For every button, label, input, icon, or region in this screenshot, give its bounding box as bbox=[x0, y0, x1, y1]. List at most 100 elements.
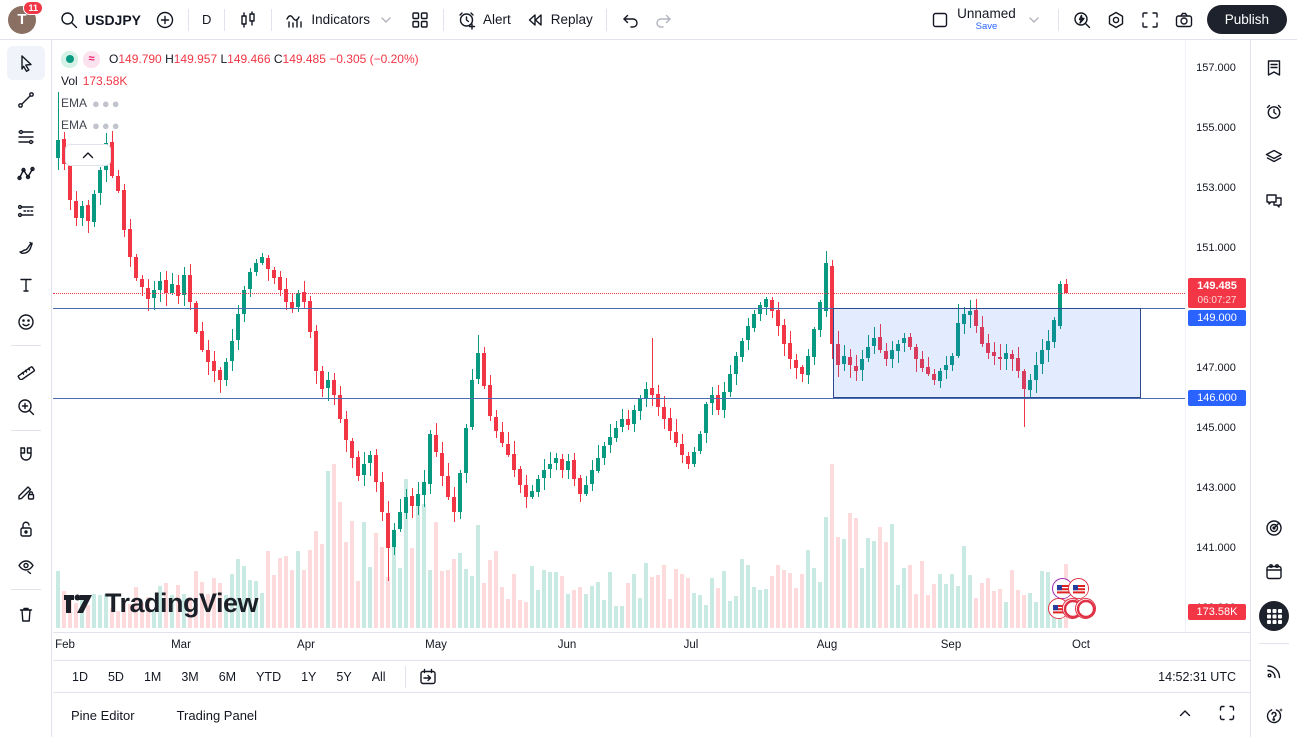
tool-magnet[interactable] bbox=[7, 438, 45, 472]
candle-body bbox=[1021, 371, 1027, 389]
candle bbox=[927, 357, 929, 377]
volume-bar bbox=[235, 559, 241, 628]
volume-legend-row[interactable]: Vol 173.58K bbox=[61, 70, 419, 92]
sidebar-streams-button[interactable] bbox=[1256, 653, 1292, 689]
quick-search-button[interactable] bbox=[1065, 6, 1099, 34]
fullscreen-button[interactable] bbox=[1133, 6, 1167, 34]
compare-add-button[interactable] bbox=[148, 6, 182, 34]
tool-cursor[interactable] bbox=[6, 45, 45, 80]
chart-pane[interactable]: TradingView ≈ O149.790 H149.957 L149.466… bbox=[53, 40, 1185, 632]
range-1Y[interactable]: 1Y bbox=[301, 669, 317, 684]
range-All[interactable]: All bbox=[371, 669, 386, 684]
range-6M[interactable]: 6M bbox=[218, 669, 237, 684]
chart-style-button[interactable] bbox=[231, 6, 265, 34]
alert-button[interactable]: Alert bbox=[450, 6, 518, 34]
tool-trend-line[interactable] bbox=[7, 83, 45, 117]
target-icon bbox=[1264, 518, 1284, 538]
emoji-icon bbox=[16, 312, 36, 332]
candle-body bbox=[673, 431, 679, 443]
indicator-legend-row[interactable]: EMA ●●● bbox=[61, 114, 419, 136]
tool-fib-retracement[interactable] bbox=[7, 120, 45, 154]
volume-bar bbox=[907, 565, 913, 628]
tool-zoom-in[interactable] bbox=[7, 390, 45, 424]
volume-bar bbox=[1015, 590, 1021, 628]
tool-brush[interactable] bbox=[7, 231, 45, 265]
tool-remove-all[interactable] bbox=[7, 597, 45, 631]
volume-bar bbox=[517, 599, 523, 628]
candle-body bbox=[637, 398, 643, 411]
candle-body bbox=[523, 484, 529, 497]
candle-body bbox=[643, 389, 649, 398]
symbol-legend-row[interactable]: ≈ O149.790 H149.957 L149.466 C149.485 −0… bbox=[61, 48, 419, 70]
tool-long-position[interactable] bbox=[7, 194, 45, 228]
sidebar-data-window-button[interactable] bbox=[1256, 138, 1292, 174]
redo-button[interactable] bbox=[647, 6, 681, 34]
range-3M[interactable]: 3M bbox=[181, 669, 199, 684]
tab-trading-panel[interactable]: Trading Panel bbox=[176, 707, 258, 723]
chevron-down-icon[interactable] bbox=[1024, 10, 1044, 30]
horizontal-line-drawing[interactable] bbox=[53, 398, 1185, 399]
settings-button[interactable] bbox=[1099, 6, 1133, 34]
indicator-menu-dots-icon[interactable]: ●●● bbox=[92, 95, 122, 111]
sidebar-calendar-button[interactable] bbox=[1256, 554, 1292, 590]
time-axis[interactable]: Feb Mar Apr May Jun Jul Aug Sep Oct bbox=[53, 632, 1250, 660]
tool-drawing-mode[interactable] bbox=[7, 475, 45, 509]
economic-event-icon[interactable] bbox=[1075, 598, 1096, 619]
volume-bar bbox=[877, 526, 883, 628]
range-5D[interactable]: 5D bbox=[107, 669, 124, 684]
sidebar-target-button[interactable] bbox=[1256, 510, 1292, 546]
horizontal-line-drawing[interactable] bbox=[53, 308, 1185, 309]
sidebar-alerts-button[interactable] bbox=[1256, 94, 1292, 130]
maximize-panel-icon[interactable] bbox=[1217, 703, 1237, 723]
indicator-menu-dots-icon[interactable]: ●●● bbox=[92, 117, 122, 133]
candle-body bbox=[949, 356, 955, 366]
candle bbox=[651, 338, 653, 406]
indicator-templates-button[interactable] bbox=[403, 6, 437, 34]
range-5Y[interactable]: 5Y bbox=[336, 669, 352, 684]
tab-pine-editor[interactable]: Pine Editor bbox=[71, 707, 135, 723]
line-price-label: 149.000 bbox=[1188, 310, 1246, 326]
layout-select-button[interactable] bbox=[923, 6, 957, 34]
indicator-legend-row[interactable]: EMA ●●● bbox=[61, 92, 419, 114]
candle-body bbox=[181, 275, 187, 295]
candle-body bbox=[667, 417, 673, 431]
tool-hide-all[interactable] bbox=[7, 549, 45, 583]
tool-text[interactable] bbox=[7, 268, 45, 302]
sidebar-all-apps-button[interactable] bbox=[1256, 598, 1292, 634]
tool-lock-all[interactable] bbox=[7, 512, 45, 546]
tool-ruler[interactable] bbox=[7, 353, 45, 387]
sidebar-chat-button[interactable] bbox=[1256, 182, 1292, 218]
ohlc-value: 149.957 bbox=[173, 52, 221, 66]
replay-button[interactable]: Replay bbox=[518, 6, 600, 34]
tool-xabcd-pattern[interactable] bbox=[7, 157, 45, 191]
goto-date-icon[interactable] bbox=[418, 667, 438, 687]
interval-button[interactable]: D bbox=[195, 8, 218, 31]
sidebar-watchlist-button[interactable] bbox=[1256, 50, 1292, 86]
candle-body bbox=[883, 350, 889, 359]
economic-event-icon[interactable] bbox=[1068, 578, 1089, 599]
volume-bar bbox=[55, 570, 61, 628]
collapse-legend-button[interactable] bbox=[65, 144, 111, 166]
candle-body bbox=[487, 384, 493, 416]
user-avatar[interactable]: T 11 bbox=[8, 0, 43, 34]
open-panel-chevron-icon[interactable] bbox=[1175, 703, 1195, 723]
indicators-button[interactable]: Indicators bbox=[278, 6, 403, 34]
snapshot-button[interactable] bbox=[1167, 6, 1201, 34]
price-axis[interactable]: 157.000 155.000 153.000 151.000 147.000 145.0… bbox=[1185, 40, 1250, 632]
save-layout-button[interactable]: Unnamed Save bbox=[957, 7, 1016, 31]
undo-button[interactable] bbox=[613, 6, 647, 34]
symbol-search-button[interactable]: USDJPY bbox=[52, 6, 148, 34]
range-YTD[interactable]: YTD bbox=[256, 669, 282, 684]
candle-body bbox=[211, 360, 217, 371]
range-1D[interactable]: 1D bbox=[72, 669, 88, 684]
candle-body bbox=[55, 140, 61, 158]
sidebar-help-button[interactable] bbox=[1256, 697, 1292, 733]
volume-bar bbox=[727, 600, 733, 628]
volume-bar bbox=[871, 541, 877, 628]
publish-button[interactable]: Publish bbox=[1206, 5, 1287, 34]
tool-emoji[interactable] bbox=[7, 305, 45, 339]
range-1M[interactable]: 1M bbox=[143, 669, 162, 684]
data-window-icon bbox=[1264, 146, 1284, 166]
clock-utc[interactable]: 14:52:31 UTC bbox=[1158, 669, 1236, 684]
rectangle-drawing[interactable] bbox=[833, 308, 1141, 398]
